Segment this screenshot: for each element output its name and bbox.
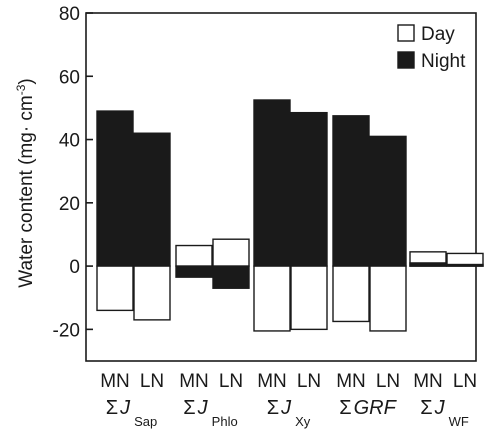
bar-day [332, 265, 370, 323]
plot-frame [85, 12, 477, 362]
y-axis-label-close: ) [16, 78, 37, 84]
bar-day [253, 265, 291, 332]
bar-category-label: MN [413, 371, 443, 392]
y-tick-label: 60 [59, 67, 80, 88]
bar-day [175, 244, 213, 267]
group-label-name: J [197, 397, 209, 419]
bar-night [96, 110, 134, 267]
bar-day [133, 265, 171, 321]
group-label: Σ JSap [106, 397, 158, 429]
legend-label: Night [421, 51, 466, 72]
group-label-subscript: Xy [295, 414, 311, 429]
legend-swatch [397, 24, 415, 42]
group-label: Σ JXy [267, 397, 311, 429]
bar-night [332, 115, 370, 267]
y-tick-label: 20 [59, 194, 80, 215]
bar-day [290, 265, 328, 331]
bar-day [96, 265, 134, 312]
bar-night [409, 262, 447, 267]
bar-night [290, 111, 328, 267]
bar-category-label: LN [453, 371, 477, 392]
group-label: Σ JPhlo [183, 397, 237, 429]
legend-swatch [397, 51, 415, 69]
group-label-sigma: Σ [106, 397, 118, 419]
plot-area-frame [85, 12, 477, 362]
bar-day [212, 238, 250, 267]
group-label-subscript: Phlo [212, 414, 238, 429]
bar-category-label: LN [140, 371, 164, 392]
bar-category-label: LN [219, 371, 243, 392]
group-label-sigma: Σ [420, 397, 432, 419]
group-label-sigma: Σ [267, 397, 279, 419]
group-label-subscript: Sap [134, 414, 157, 429]
y-tick-label: 40 [59, 131, 80, 152]
bars [96, 99, 484, 332]
legend-label: Day [421, 24, 455, 45]
y-axis-label-sup: -3 [14, 84, 28, 95]
bar-night [369, 135, 407, 267]
bar-category-label: MN [336, 371, 366, 392]
group-label-subscript: WF [449, 414, 469, 429]
group-label-sigma: Σ [339, 397, 351, 419]
bar-night [253, 99, 291, 267]
bar-category-label: MN [100, 371, 130, 392]
y-tick-label: 80 [59, 4, 80, 25]
group-label-name: J [434, 397, 446, 419]
bar-day [369, 265, 407, 332]
bar-category-label: LN [376, 371, 400, 392]
group-label-name: J [280, 397, 292, 419]
bar-category-label: MN [257, 371, 287, 392]
group-label: Σ JWF [420, 397, 469, 429]
group-label-name: GRF [354, 397, 398, 419]
y-axis-label: Water content (mg· cm-3) [14, 78, 37, 288]
y-axis: -20 0 20 40 60 80 [53, 4, 93, 341]
bar-category-label: LN [297, 371, 321, 392]
y-tick-label: 0 [69, 257, 80, 278]
group-label-name: J [119, 397, 131, 419]
group-label: Σ GRF [339, 397, 397, 419]
bar-night [175, 265, 213, 278]
bar-night [212, 265, 250, 289]
group-label-sigma: Σ [183, 397, 195, 419]
bar-category-label: MN [179, 371, 209, 392]
y-axis-label-main: Water content (mg· cm [16, 95, 37, 288]
legend: Day Night [397, 24, 466, 72]
bar-night [446, 263, 484, 267]
y-tick-label: -20 [53, 320, 80, 341]
bar-night [133, 132, 171, 267]
